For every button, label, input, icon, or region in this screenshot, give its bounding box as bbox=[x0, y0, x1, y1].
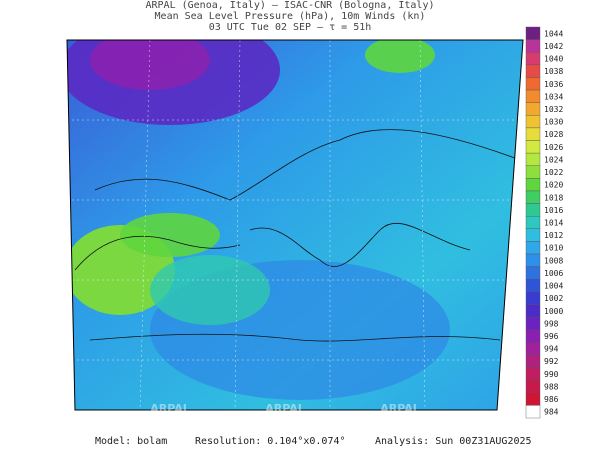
colorbar-label: 1002 bbox=[544, 294, 563, 303]
colorbar-label: 1020 bbox=[544, 181, 563, 190]
colorbar-label: 1006 bbox=[544, 269, 563, 278]
colorbar-label: 988 bbox=[544, 382, 559, 391]
graticule bbox=[67, 40, 523, 410]
colorbar-label: 1008 bbox=[544, 256, 563, 265]
watermark: ARPAL bbox=[265, 402, 305, 415]
colorbar-swatch bbox=[525, 64, 541, 78]
colorbar-label: 1010 bbox=[544, 244, 563, 253]
colorbar-label: 1012 bbox=[544, 231, 563, 240]
colorbar-label: 984 bbox=[544, 408, 559, 417]
colorbar-swatch bbox=[525, 279, 541, 293]
colorbar-swatch bbox=[525, 115, 541, 129]
footer-model: Model: bolam bbox=[95, 436, 167, 447]
colorbar-label: 1030 bbox=[544, 118, 563, 127]
colorbar-swatch bbox=[525, 165, 541, 179]
colorbar-swatch bbox=[525, 215, 541, 230]
colorbar-swatch bbox=[525, 102, 541, 116]
watermark: ARPAL bbox=[150, 402, 190, 415]
colorbar-label: 1014 bbox=[544, 219, 563, 228]
high-pressure-area bbox=[120, 213, 220, 257]
coastline bbox=[74, 129, 521, 342]
colorbar-label: 1024 bbox=[544, 155, 563, 164]
colorbar-swatch bbox=[525, 304, 541, 318]
footer-analysis: Analysis: Sun 00Z31AUG2025 bbox=[375, 436, 532, 447]
colorbar-swatch bbox=[525, 392, 541, 406]
colorbar-label: 1022 bbox=[544, 168, 563, 177]
ridge-area bbox=[150, 255, 270, 325]
colorbar-swatch bbox=[525, 253, 541, 267]
colorbar-swatch bbox=[525, 367, 541, 381]
colorbar-swatch bbox=[525, 241, 541, 255]
colorbar-label: 1028 bbox=[544, 130, 563, 139]
colorbar-swatch bbox=[525, 140, 541, 154]
colorbar-label: 1026 bbox=[544, 143, 563, 152]
colorbar-label: 1044 bbox=[544, 29, 563, 38]
colorbar-swatch bbox=[525, 329, 541, 343]
colorbar-swatch bbox=[525, 354, 541, 368]
map-frame bbox=[66, 39, 524, 411]
map-field bbox=[67, 40, 523, 410]
colorbar-swatch bbox=[525, 77, 541, 91]
low-pressure-core bbox=[90, 40, 210, 90]
colorbar-swatch bbox=[525, 190, 541, 204]
colorbar-label: 1004 bbox=[544, 282, 563, 291]
colorbar-swatch bbox=[525, 52, 541, 66]
header-line: ARPAL (Genoa, Italy) — ISAC-CNR (Bologna… bbox=[146, 0, 435, 11]
colorbar-swatch bbox=[525, 342, 541, 356]
colorbar-swatch bbox=[525, 39, 541, 53]
colorbar-label: 1034 bbox=[544, 92, 563, 101]
colorbar-label: 998 bbox=[544, 319, 559, 328]
high-pressure-area bbox=[365, 40, 435, 73]
colorbar-label: 996 bbox=[544, 332, 559, 341]
colorbar-label: 1040 bbox=[544, 55, 563, 64]
colorbar-label: 1036 bbox=[544, 80, 563, 89]
colorbar-label: 1038 bbox=[544, 67, 563, 76]
colorbar-label: 1000 bbox=[544, 307, 563, 316]
colorbar-label: 1042 bbox=[544, 42, 563, 51]
colorbar-swatch bbox=[525, 203, 541, 217]
colorbar-swatch bbox=[525, 379, 541, 393]
colorbar-swatch bbox=[525, 178, 541, 192]
colorbar-label: 1016 bbox=[544, 206, 563, 215]
colorbar-swatch bbox=[525, 127, 541, 141]
colorbar-swatch bbox=[525, 405, 541, 419]
colorbar-label: 1018 bbox=[544, 193, 563, 202]
colorbar-swatch bbox=[525, 152, 541, 166]
colorbar-swatch bbox=[525, 291, 541, 305]
colorbar-label: 994 bbox=[544, 345, 559, 354]
header-line: 03 UTC Tue 02 SEP — τ = 51h bbox=[209, 22, 372, 33]
colorbar-label: 1032 bbox=[544, 105, 563, 114]
colorbar-swatch bbox=[525, 266, 541, 280]
watermark: ARPAL bbox=[380, 402, 420, 415]
colorbar-label: 986 bbox=[544, 395, 559, 404]
colorbar-swatch bbox=[525, 228, 541, 242]
header-line: Mean Sea Level Pressure (hPa), 10m Winds… bbox=[155, 11, 426, 22]
colorbar: 1044 1042 1040 1038 1036 1034 1032 1030 1028 1026… bbox=[525, 26, 563, 419]
colorbar-label: 990 bbox=[544, 370, 559, 379]
colorbar-swatch bbox=[525, 89, 541, 103]
colorbar-swatch bbox=[525, 26, 541, 40]
colorbar-label: 992 bbox=[544, 357, 559, 366]
colorbar-swatch bbox=[525, 316, 541, 330]
footer-resolution: Resolution: 0.104°x0.074° bbox=[195, 436, 346, 447]
